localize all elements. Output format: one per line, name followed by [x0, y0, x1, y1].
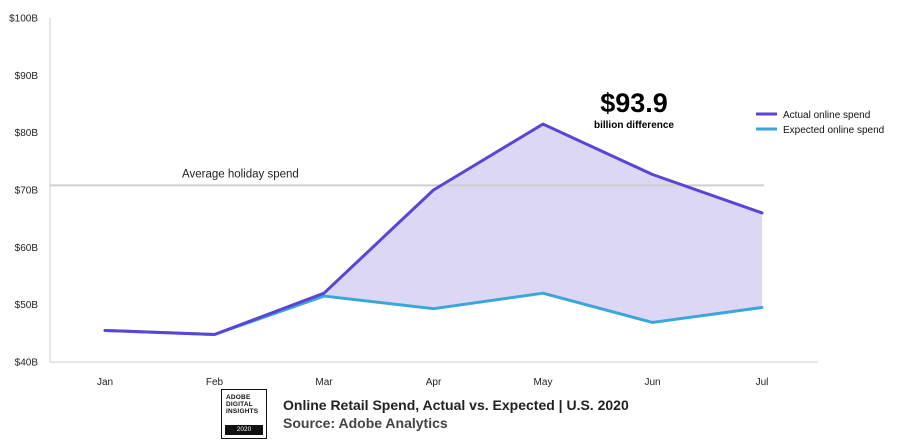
x-tick-label: Feb — [206, 377, 224, 388]
difference-fill-area — [105, 124, 762, 335]
average-line-label: Average holiday spend — [182, 168, 299, 180]
chart-footer: ADOBE DIGITAL INSIGHTS 2020 Online Retai… — [221, 388, 629, 440]
y-tick-label: $100B — [9, 14, 38, 25]
y-tick-label: $50B — [15, 300, 39, 311]
chart-source: Source: Adobe Analytics — [283, 415, 448, 431]
series-lines — [103, 122, 764, 336]
difference-annotation: $93.9 billion difference — [594, 88, 674, 131]
badge-line-3: INSIGHTS — [226, 408, 259, 415]
x-tick-label: Jul — [756, 377, 769, 388]
line-chart: $40B $50B $60B $70B $80B $90B $100B Jan Feb Mar A… — [9, 14, 884, 389]
legend-label-expected: Expected online spend — [783, 125, 884, 136]
y-tick-label: $60B — [15, 243, 39, 254]
x-tick-label: Mar — [315, 377, 333, 388]
legend-label-actual: Actual online spend — [783, 110, 870, 121]
badge-year: 2020 — [225, 425, 263, 435]
y-tick-label: $90B — [15, 71, 39, 82]
legend: Actual online spend Expected online spen… — [756, 110, 884, 136]
x-tick-label: Jan — [97, 377, 113, 388]
average-reference-line: Average holiday spend — [50, 168, 764, 187]
y-tick-label: $80B — [15, 128, 39, 139]
chart-title: Online Retail Spend, Actual vs. Expected… — [283, 397, 629, 413]
y-tick-label: $40B — [15, 358, 39, 369]
x-axis-ticks: Jan Feb Mar Apr May Jun Jul — [97, 377, 768, 388]
x-tick-label: Apr — [426, 377, 442, 388]
x-tick-label: Jun — [644, 377, 660, 388]
annotation-text: billion difference — [594, 120, 674, 131]
annotation-value: $93.9 — [600, 88, 668, 118]
badge-line-2: DIGITAL — [226, 401, 253, 408]
y-tick-label: $70B — [15, 186, 39, 197]
y-axis-ticks: $40B $50B $60B $70B $80B $90B $100B — [9, 14, 38, 369]
series-line-actual — [103, 122, 764, 336]
difference-fill — [105, 124, 762, 335]
badge-line-1: ADOBE — [226, 394, 251, 401]
x-tick-label: May — [534, 377, 553, 388]
adobe-digital-insights-logo: ADOBE DIGITAL INSIGHTS 2020 — [221, 389, 267, 439]
captions: Online Retail Spend, Actual vs. Expected… — [283, 396, 629, 432]
